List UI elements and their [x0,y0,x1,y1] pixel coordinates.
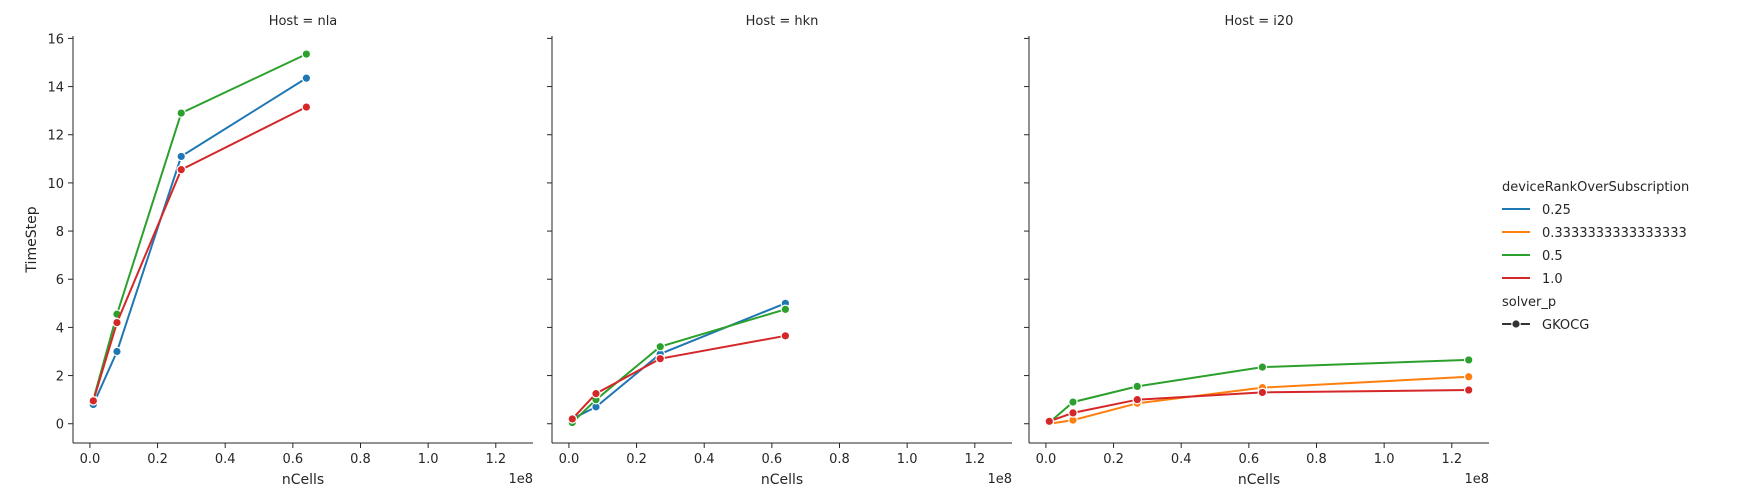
y-tick-label: 4 [56,321,64,336]
x-tick-label: 0.6 [1239,452,1260,467]
x-tick-label: 0.0 [1036,452,1057,467]
data-point [655,341,666,352]
panel-title: Host = i20 [1225,14,1294,29]
x-axis-label: nCells [761,472,803,488]
x-axis-offset-label: 1e8 [508,472,533,487]
x-tick-label: 0.8 [1306,452,1327,467]
y-tick-label: 10 [47,177,64,192]
x-tick-label: 0.4 [694,452,715,467]
x-tick-label: 0.8 [350,452,371,467]
x-tick-label: 0.6 [283,452,304,467]
data-point [112,317,122,328]
data-point [1463,355,1474,365]
data-point [1463,385,1474,395]
data-point [176,108,187,118]
legend-entry-label: 0.3333333333333333 [1542,226,1687,241]
data-point [591,388,601,399]
x-tick-label: 1.2 [964,452,985,467]
x-tick-label: 0.2 [626,452,647,467]
legend-entry-label: 1.0 [1542,272,1563,287]
legend-hue-title: deviceRankOverSubscription [1502,180,1689,195]
x-tick-label: 1.0 [897,452,918,467]
x-axis-offset-label: 1e8 [987,472,1012,487]
data-point [176,164,187,175]
series-line-0_5 [571,308,786,424]
y-tick-label: 6 [56,273,64,288]
data-point [301,102,312,112]
x-axis-offset-label: 1e8 [1464,472,1489,487]
series-line-0_25 [92,77,307,405]
y-tick-label: 2 [56,370,64,385]
panel-title: Host = nla [269,14,338,29]
data-point [176,151,187,162]
data-point [1068,397,1078,407]
data-point [780,331,791,341]
data-point [301,49,312,59]
x-tick-label: 1.0 [1374,452,1395,467]
x-tick-label: 1.2 [1441,452,1462,467]
x-tick-label: 0.0 [80,452,101,467]
x-tick-label: 0.0 [559,452,580,467]
data-point [655,353,666,364]
x-tick-label: 0.4 [215,452,236,467]
x-tick-label: 1.0 [418,452,439,467]
data-point [1044,416,1055,427]
legend-style-label: GKOCG [1542,318,1589,333]
data-point [1257,387,1268,398]
data-point [1068,408,1078,418]
series-line-0_3333333333333333 [1049,375,1469,425]
x-axis-label: nCells [1238,472,1280,488]
data-point [88,396,99,406]
legend-entry-label: 0.25 [1542,203,1571,218]
x-tick-label: 0.4 [1171,452,1192,467]
series-line-0_25 [571,302,786,420]
x-tick-label: 0.2 [147,452,168,467]
legend-entry-label: 0.5 [1542,249,1563,264]
legend-marker [1511,319,1521,329]
y-axis-label: TimeStep [24,206,40,273]
data-point [780,304,791,315]
series-line-0_5 [92,53,307,400]
y-tick-label: 14 [47,81,64,96]
y-tick-label: 16 [47,32,64,47]
data-point [301,73,312,83]
data-point [567,414,578,424]
y-tick-label: 0 [56,418,64,433]
x-tick-label: 0.8 [829,452,850,467]
series-line-1_0 [92,106,307,402]
x-axis-label: nCells [282,472,324,488]
series-line-1_0 [571,334,786,420]
data-point [1257,362,1268,372]
x-tick-label: 1.2 [485,452,506,467]
x-tick-label: 0.6 [762,452,783,467]
y-tick-label: 12 [47,129,64,144]
data-point [1132,381,1143,392]
x-tick-label: 0.2 [1103,452,1124,467]
data-point [112,346,122,357]
y-tick-label: 8 [56,225,64,240]
data-point [1463,371,1474,382]
panel-title: Host = hkn [746,14,819,29]
legend-style-title: solver_p [1502,295,1556,310]
data-point [1132,394,1143,405]
